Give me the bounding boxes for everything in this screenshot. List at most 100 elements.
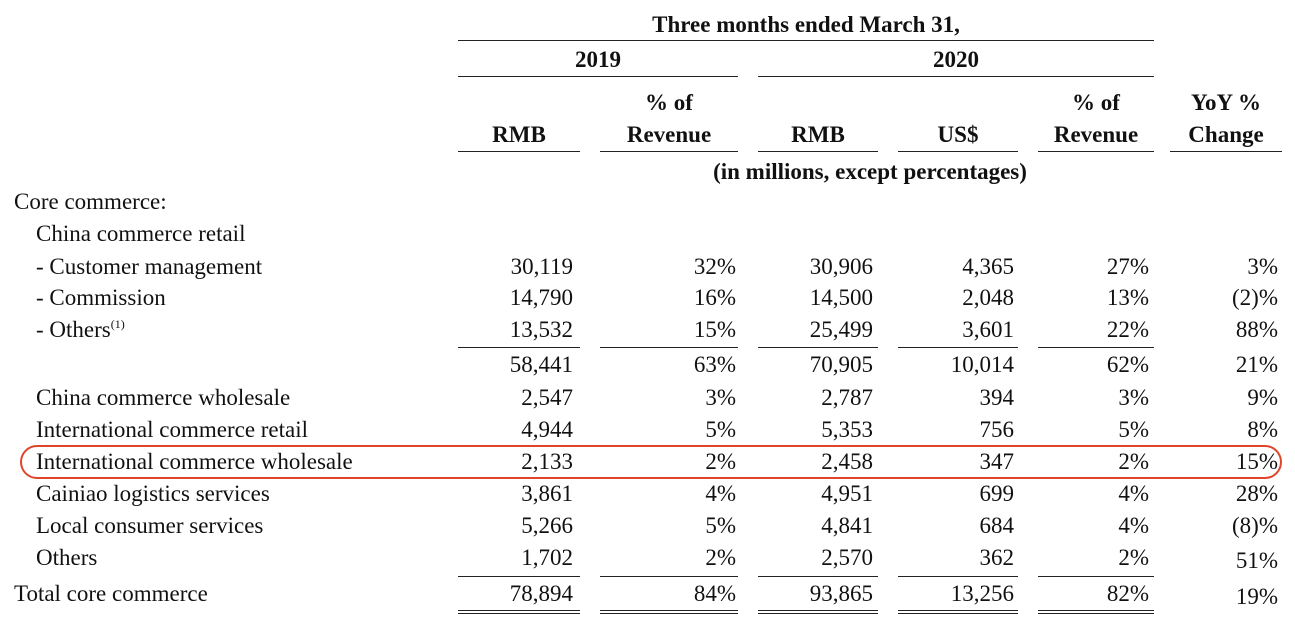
cell-rmb-2020: 5,353 xyxy=(821,417,873,442)
col-rmb-2019-header: RMB xyxy=(492,122,546,147)
cell-rmb-2019: 78,894 xyxy=(509,581,573,606)
cell-yoy: (2)% xyxy=(1232,285,1278,310)
section-title: Core commerce: xyxy=(14,189,167,214)
cell-usd-2020: 4,365 xyxy=(962,254,1014,279)
cell-yoy: 21% xyxy=(1235,352,1278,377)
cell-pct-2020: 2% xyxy=(1118,545,1149,570)
cell-usd-2020: 756 xyxy=(979,417,1015,442)
cell-yoy: 19% xyxy=(1235,584,1278,609)
cell-yoy: 3% xyxy=(1247,254,1278,279)
cell-rmb-2019: 14,790 xyxy=(509,285,573,310)
total-double-rule xyxy=(600,613,738,614)
cell-usd-2020: 684 xyxy=(979,513,1015,538)
cell-pct-2019: 15% xyxy=(693,317,736,342)
cell-pct-2020: 2% xyxy=(1118,449,1149,474)
cell-pct-2019: 16% xyxy=(693,285,736,310)
cell-usd-2020: 362 xyxy=(979,545,1015,570)
row-label: Total core commerce xyxy=(14,581,208,606)
highlight-oval xyxy=(20,445,1282,479)
total-double-rule xyxy=(758,610,878,611)
year-2019-header: 2019 xyxy=(575,47,621,72)
col-usd-2020-rule xyxy=(898,151,1018,152)
year-2020-header: 2020 xyxy=(933,47,979,72)
cell-rmb-2019: 13,532 xyxy=(509,317,573,342)
cell-pct-2019: 4% xyxy=(705,481,736,506)
col-rmb-2020-rule xyxy=(758,151,878,152)
col-pct-2020-rule xyxy=(1038,151,1154,152)
cell-rmb-2020: 93,865 xyxy=(809,581,873,606)
cell-usd-2020: 13,256 xyxy=(950,581,1014,606)
subtotal-rule xyxy=(1038,347,1154,348)
cell-rmb-2019: 3,861 xyxy=(521,481,573,506)
year-2019-rule xyxy=(458,76,738,77)
total-double-rule xyxy=(1038,613,1154,614)
cell-pct-2020: 4% xyxy=(1118,513,1149,538)
row-label: Local consumer services xyxy=(36,513,264,538)
total-double-rule xyxy=(898,613,1018,614)
row-label: China commerce wholesale xyxy=(36,385,291,410)
row-label: - Commission xyxy=(36,285,166,310)
total-rule xyxy=(758,576,878,577)
cell-pct-2019: 5% xyxy=(705,417,736,442)
cell-usd-2020: 3,601 xyxy=(962,317,1014,342)
total-double-rule xyxy=(458,610,580,611)
total-rule xyxy=(898,576,1018,577)
footnote-marker: (1) xyxy=(110,317,125,331)
units-note: (in millions, except percentages) xyxy=(713,159,1027,184)
period-rule xyxy=(458,40,1154,41)
cell-yoy: 9% xyxy=(1247,385,1278,410)
total-rule xyxy=(600,576,738,577)
total-double-rule xyxy=(898,610,1018,611)
cell-yoy: 51% xyxy=(1235,548,1278,573)
cell-yoy: 15% xyxy=(1235,449,1278,474)
col-pct-2019-rule xyxy=(600,151,738,152)
total-double-rule xyxy=(1038,610,1154,611)
cell-pct-2019: 2% xyxy=(705,545,736,570)
row-label: Cainiao logistics services xyxy=(36,481,270,506)
cell-pct-2019: 63% xyxy=(693,352,736,377)
cell-usd-2020: 10,014 xyxy=(950,352,1014,377)
cell-yoy: 8% xyxy=(1247,417,1278,442)
cell-rmb-2019: 2,133 xyxy=(521,449,573,474)
col-yoy-rule xyxy=(1170,151,1282,152)
total-rule xyxy=(1038,576,1154,577)
cell-pct-2019: 32% xyxy=(693,254,736,279)
cell-rmb-2020: 70,905 xyxy=(809,352,873,377)
row-label: Others xyxy=(36,545,98,570)
cell-usd-2020: 394 xyxy=(979,385,1015,410)
total-double-rule xyxy=(758,613,878,614)
cell-rmb-2020: 30,906 xyxy=(809,254,873,279)
col-rmb-2019-rule xyxy=(458,151,580,152)
subtotal-rule xyxy=(458,347,580,348)
total-double-rule xyxy=(600,610,738,611)
cell-yoy: 88% xyxy=(1235,317,1278,342)
cell-pct-2020: 62% xyxy=(1106,352,1149,377)
cell-rmb-2020: 14,500 xyxy=(809,285,873,310)
cell-rmb-2019: 1,702 xyxy=(521,545,573,570)
cell-rmb-2019: 58,441 xyxy=(509,352,573,377)
cell-yoy: (8)% xyxy=(1232,513,1278,538)
cell-pct-2019: 2% xyxy=(705,449,736,474)
col-pct-2019-header-line2: Revenue xyxy=(626,122,712,147)
col-pct-2019-header-line1: % of xyxy=(645,90,693,115)
total-double-rule xyxy=(458,613,580,614)
row-label-text: - Others xyxy=(36,317,111,342)
subtotal-rule xyxy=(898,347,1018,348)
cell-rmb-2019: 2,547 xyxy=(521,385,573,410)
cell-pct-2019: 3% xyxy=(705,385,736,410)
cell-pct-2019: 84% xyxy=(693,581,736,606)
row-label: International commerce retail xyxy=(36,417,309,442)
period-header: Three months ended March 31, xyxy=(652,12,960,37)
cell-pct-2020: 3% xyxy=(1118,385,1149,410)
cell-usd-2020: 699 xyxy=(979,481,1015,506)
cell-yoy: 28% xyxy=(1235,481,1278,506)
cell-rmb-2020: 2,458 xyxy=(821,449,873,474)
col-usd-2020-header: US$ xyxy=(937,122,979,147)
cell-rmb-2020: 4,951 xyxy=(821,481,873,506)
cell-pct-2020: 5% xyxy=(1118,417,1149,442)
col-yoy-header-line1: YoY % xyxy=(1190,90,1262,115)
cell-pct-2020: 22% xyxy=(1106,317,1149,342)
cell-pct-2020: 27% xyxy=(1106,254,1149,279)
cell-rmb-2020: 2,570 xyxy=(821,545,873,570)
year-2020-rule xyxy=(758,76,1154,77)
